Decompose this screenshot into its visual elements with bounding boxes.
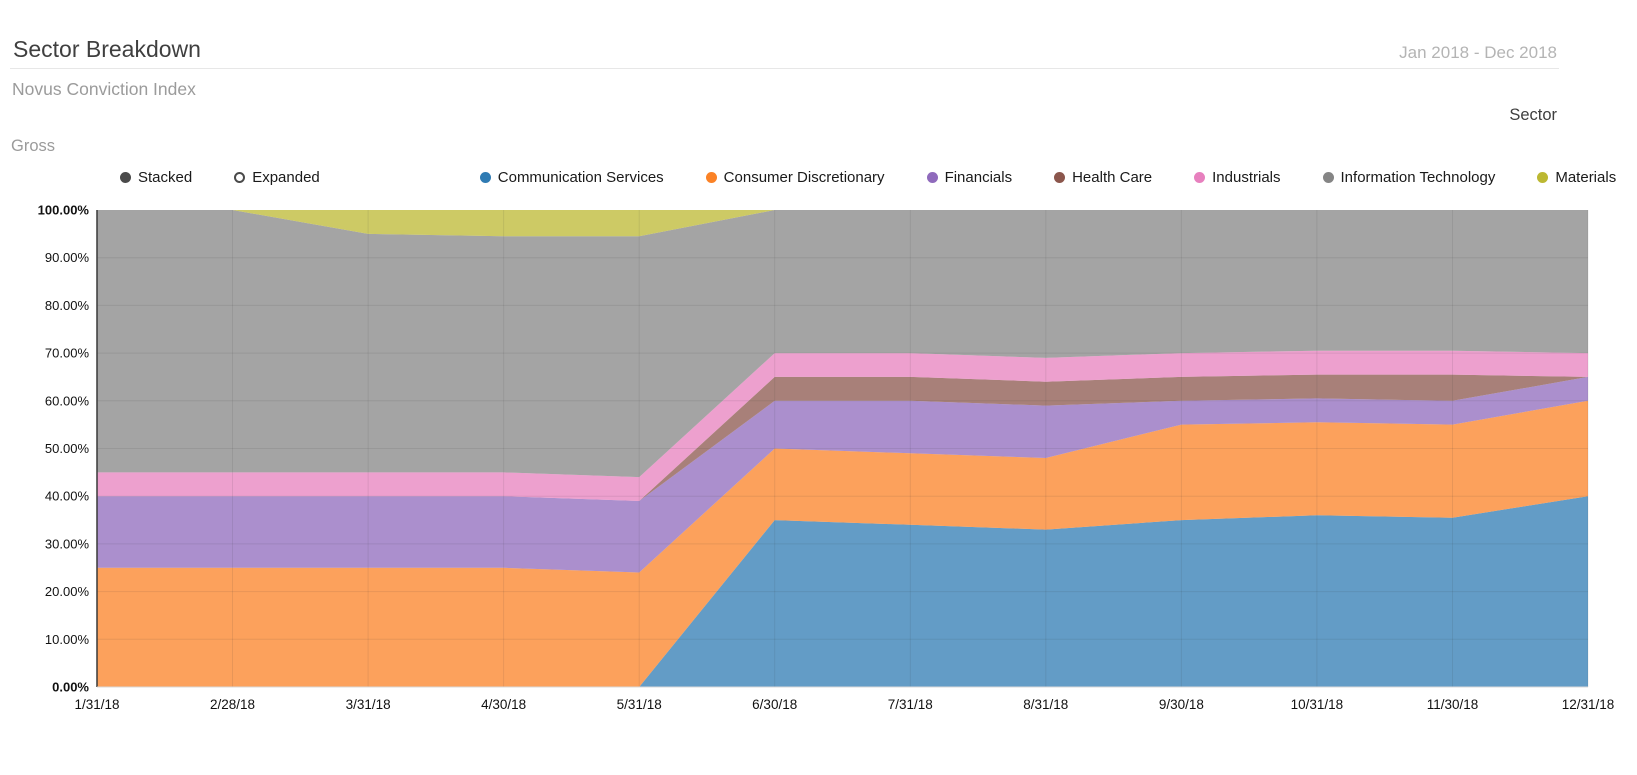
area-health-care[interactable] [97,374,1588,501]
legend-item-health-care[interactable]: Health Care [1054,169,1152,186]
gross-axis-label: Gross [11,137,56,155]
radio-selected-icon [120,172,131,183]
x-tick-label: 11/30/18 [1427,697,1479,712]
legend-label: Stacked [138,169,193,186]
radio-unselected-icon [234,172,246,183]
legend-label: Financials [944,169,1013,186]
x-tick-label: 12/31/18 [1562,697,1615,712]
legend-dot-icon [926,172,938,183]
legend-dot-icon [479,172,491,183]
x-tick-label: 4/30/18 [481,697,526,712]
y-tick-label: 70.00% [45,346,90,361]
y-tick-label: 90.00% [45,250,90,265]
area-financials[interactable] [97,376,1588,573]
legend-mode-stacked[interactable]: Stacked [120,169,192,186]
x-tick-label: 5/31/18 [617,697,662,712]
area-industrials[interactable] [97,350,1588,501]
y-tick-label: 60.00% [45,393,90,408]
x-tick-label: 8/31/18 [1023,697,1068,712]
legend-dot-icon [1537,172,1549,183]
legend-label: Health Care [1072,169,1153,186]
legend-item-financials[interactable]: Financials [926,169,1013,186]
chart-subtitle: Novus Conviction Index [12,79,196,99]
x-tick-label: 10/31/18 [1291,697,1344,712]
y-tick-label: 80.00% [45,298,90,313]
legend-item-industrials[interactable]: Industrials [1194,169,1281,186]
legend-dot-icon [1194,172,1206,183]
legend-label: Industrials [1212,169,1281,186]
y-tick-label: 30.00% [45,536,90,551]
sector-grouping-label: Sector [1509,106,1557,124]
legend-label: Communication Services [497,169,664,186]
area-communication-services[interactable] [97,496,1588,687]
legend-item-information-technology[interactable]: Information Technology [1322,169,1496,186]
y-tick-label: 10.00% [45,632,90,647]
x-tick-label: 3/31/18 [346,697,391,712]
legend-label: Expanded [252,169,320,186]
legend-dot-icon [1054,172,1066,183]
y-tick-label: 50.00% [45,441,90,456]
legend-dot-icon [1322,172,1334,183]
legend-label: Information Technology [1340,169,1496,186]
y-tick-label: 100.00% [38,203,90,218]
area-information-technology[interactable] [97,210,1588,478]
chart-legend: Stacked Expanded Communication Services Con… [120,169,1616,186]
area-consumer-discretionary[interactable] [97,400,1588,687]
y-tick-label: 20.00% [45,584,90,599]
x-tick-label: 2/28/18 [210,697,255,712]
legend-item-communication-services[interactable]: Communication Services [479,169,664,186]
header-divider [10,68,1559,69]
y-tick-label: 40.00% [45,489,90,504]
legend-item-materials[interactable]: Materials [1537,169,1616,186]
legend-mode-expanded[interactable]: Expanded [234,169,320,186]
x-tick-label: 7/31/18 [888,697,933,712]
x-tick-label: 6/30/18 [752,697,797,712]
area-materials[interactable] [97,210,1588,237]
y-tick-label: 0.00% [52,680,89,695]
sector-breakdown-chart[interactable]: 100.00% 90.00% 80.00% 70.00% 60.00% 50.00% 40.… [0,195,1637,740]
legend-label: Materials [1555,169,1617,186]
legend-item-consumer-discretionary[interactable]: Consumer Discretionary [705,169,885,186]
x-tick-label: 9/30/18 [1159,697,1204,712]
legend-dot-icon [705,172,717,183]
date-range: Jan 2018 - Dec 2018 [1399,43,1557,62]
chart-svg: 100.00% 90.00% 80.00% 70.00% 60.00% 50.00% 40.… [38,203,1615,713]
legend-label: Consumer Discretionary [723,169,885,186]
x-tick-label: 1/31/18 [74,697,119,712]
page-title: Sector Breakdown [13,36,201,62]
